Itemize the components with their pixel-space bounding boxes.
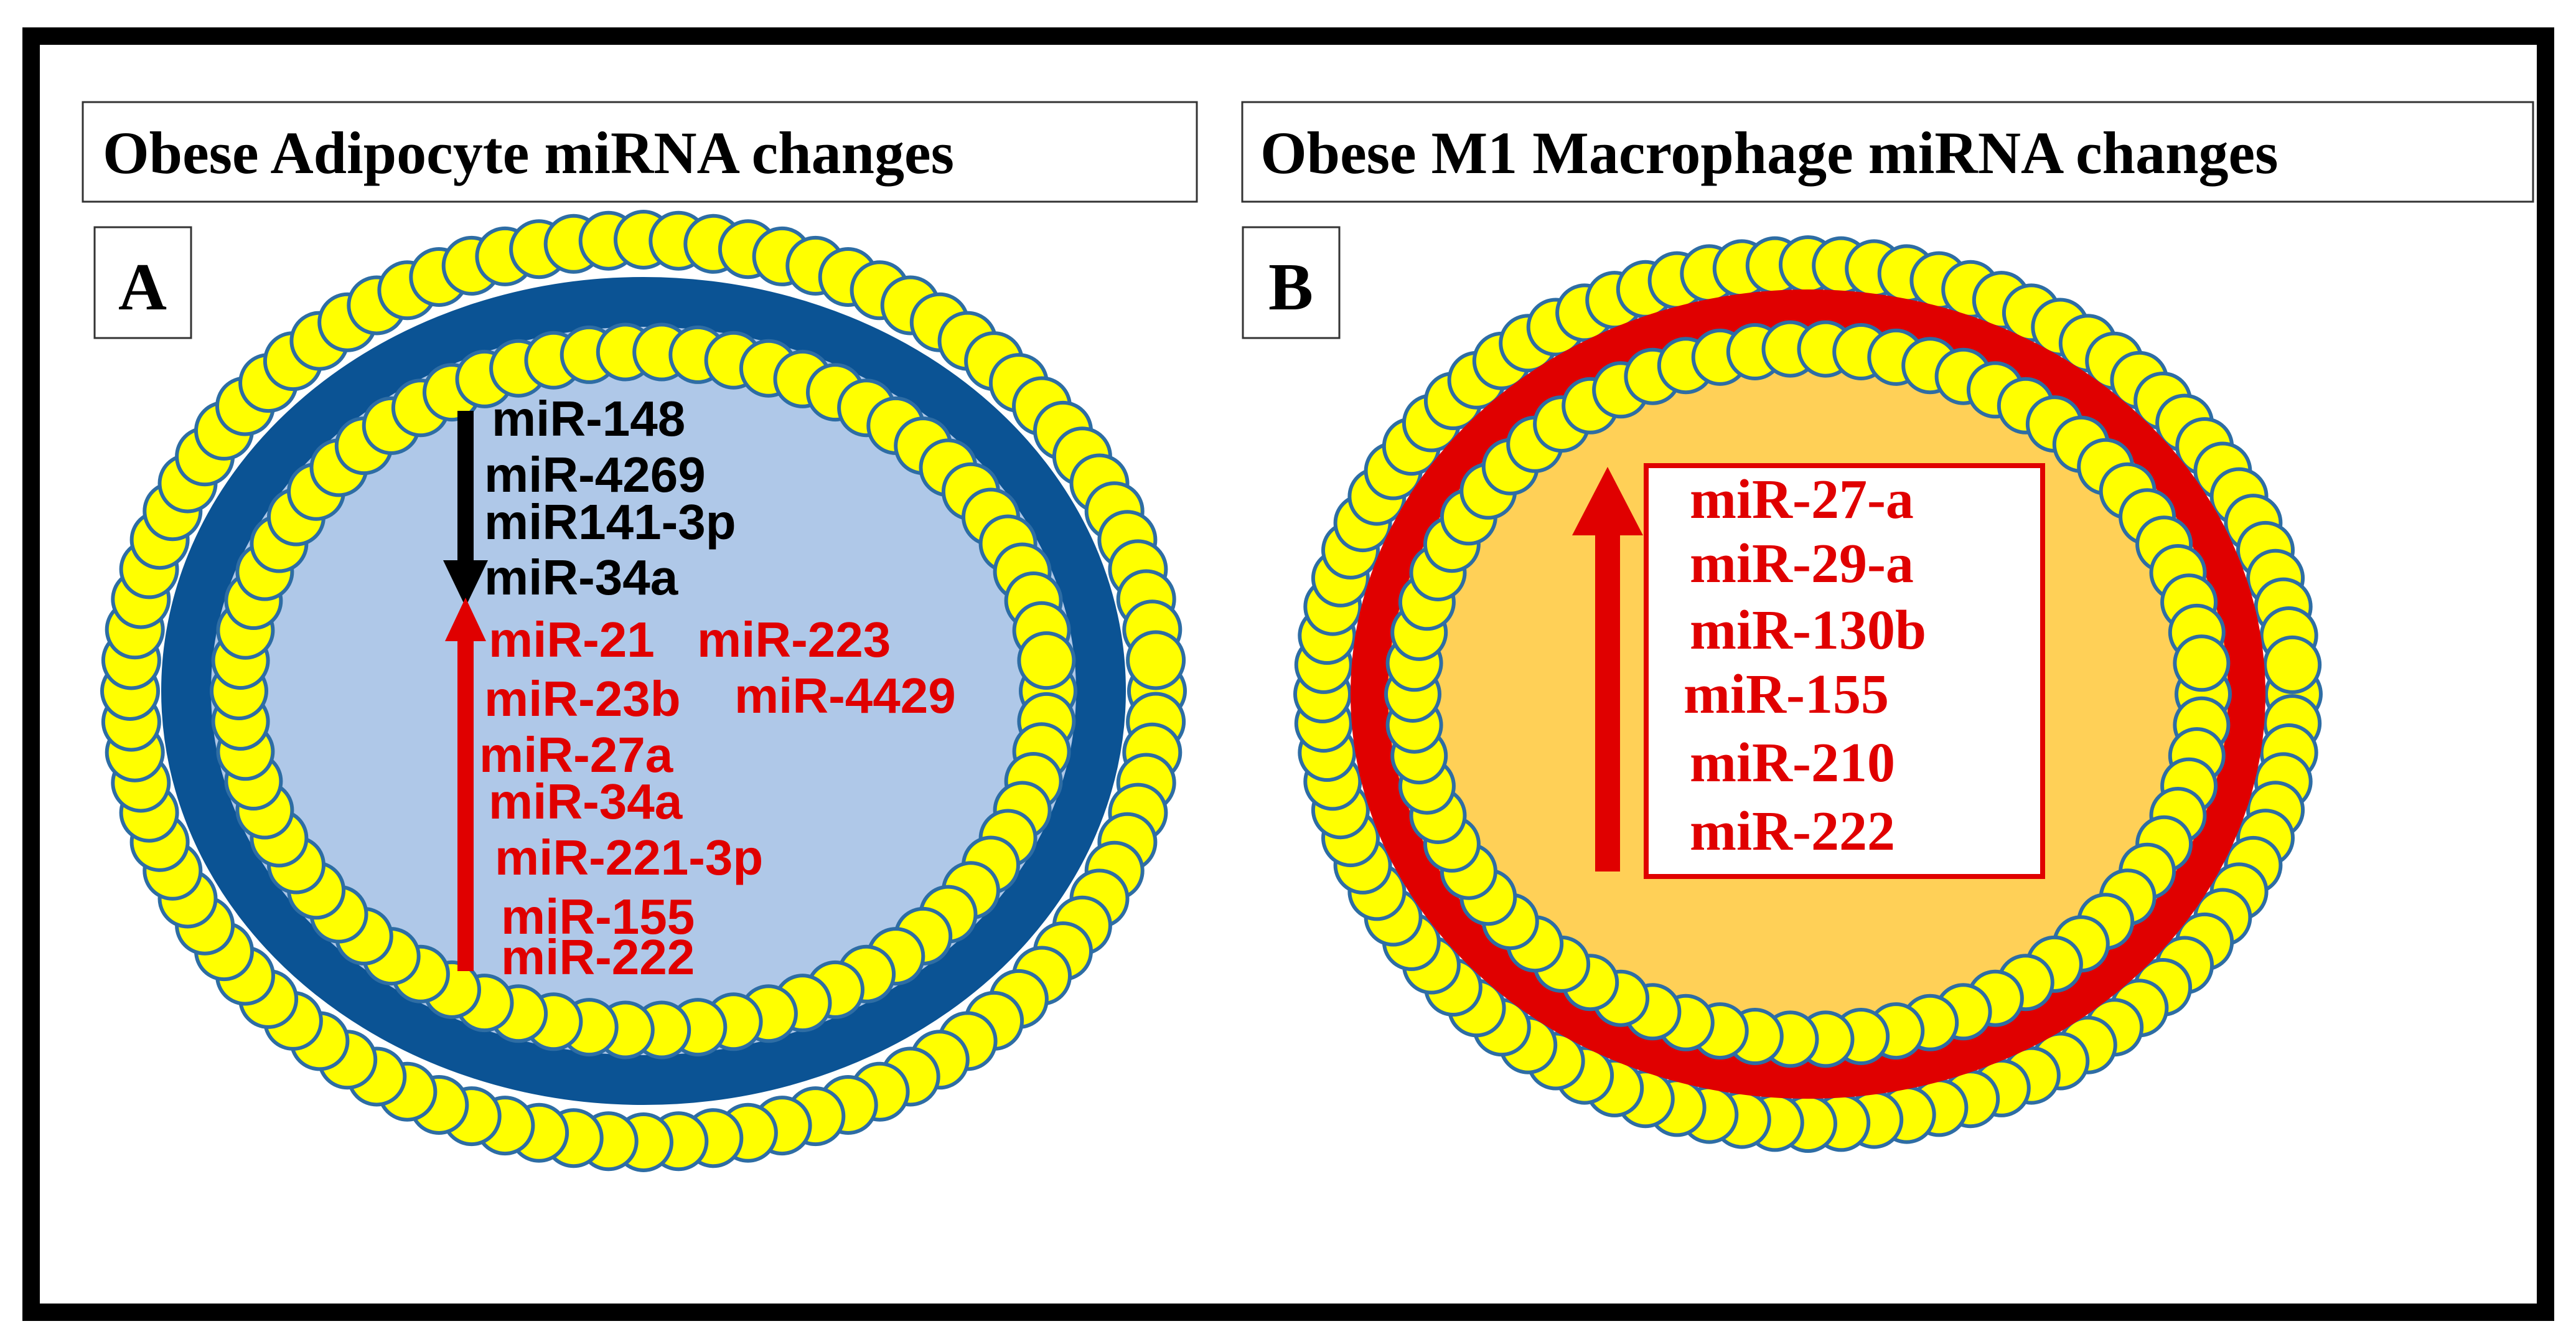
panel-a-up-mirna: miR-222 [501,929,695,985]
panel-a-up-mirna: miR-34a [489,774,683,829]
panel-b-label: B [1268,250,1313,324]
panel-a-down-mirna: miR-34a [484,550,678,605]
panel-a-white-patch [81,980,215,1121]
panel-a-down-mirna: miR-148 [492,391,685,446]
panel-b-outer-beads [1293,235,2323,1153]
panel-a-label: A [118,250,167,324]
panel-b-up-mirna: miR-27-a [1690,469,1914,530]
panel-b-up-arrow-head [1572,467,1643,535]
panel-a-up-arrow-head [445,598,486,641]
lipid-bead [2173,634,2231,692]
panel-b-inner-beads [1384,320,2232,1068]
panel-b-mirna-box [1644,463,2045,879]
panel-a-down-mirna: miR-4269 [484,447,706,502]
panel-a: Obese Adipocyte miRNA changes A miR-148 … [81,101,1198,1172]
panel-a-down-arrow-head [443,560,488,607]
panel-b: Obese M1 Macrophage miRNA changes B miR-… [1241,101,2534,1153]
panel-b-up-mirna: miR-210 [1690,732,1895,794]
panel-a-inner-beads [210,322,1077,1059]
panel-a-down-mirna: miR141-3p [484,494,736,550]
panel-a-up-mirna: miR-155 [501,889,695,944]
lipid-bead [1126,630,1186,690]
panel-a-up-mirna: miR-27a [479,727,673,782]
panel-a-up-mirna: miR-23b [484,671,681,726]
panel-a-title-box [82,101,1198,203]
panel-b-up-mirna: miR-130b [1690,599,1926,661]
panel-a-outer-beads [100,210,1187,1172]
panel-b-label-box [1242,226,1341,339]
panel-b-title-box [1241,101,2534,203]
lipid-bead [1017,631,1076,690]
panel-b-up-mirna: miR-155 [1684,664,1889,725]
panel-b-up-mirna: miR-222 [1690,801,1895,862]
lipid-bead [2263,635,2322,694]
panel-a-label-box [93,226,192,339]
panel-a-up-mirna: miR-4429 [734,668,956,723]
panel-a-up-mirna: miR-223 [697,612,891,667]
panel-a-up-mirna: miR-21 [489,612,655,667]
panel-a-up-mirna: miR-221-3p [495,830,763,885]
panel-a-membrane [161,277,1126,1105]
panel-b-up-mirna: miR-29-a [1690,533,1914,594]
panel-b-title: Obese M1 Macrophage miRNA changes [1260,120,2278,186]
panel-a-title: Obese Adipocyte miRNA changes [103,120,954,186]
